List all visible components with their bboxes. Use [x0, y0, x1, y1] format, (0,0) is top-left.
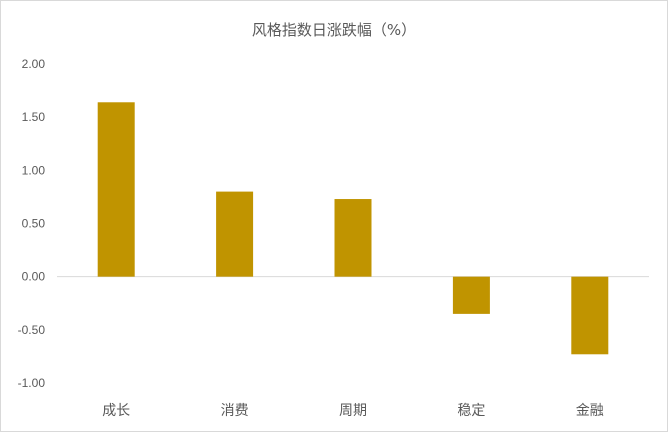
- bar-1: [97, 102, 135, 277]
- y-tick-label: 1.00: [22, 163, 46, 177]
- y-tick-label: 0.00: [22, 270, 46, 284]
- x-category-label: 成长: [102, 403, 130, 419]
- y-tick-label: -1.00: [18, 376, 46, 390]
- y-tick-label: 0.50: [22, 217, 46, 231]
- x-category-label: 周期: [339, 403, 367, 419]
- x-category-label: 稳定: [457, 403, 485, 419]
- chart-title: 风格指数日涨跌幅（%）: [251, 21, 417, 39]
- y-tick-label: 2.00: [22, 57, 46, 71]
- bar-5: [571, 276, 609, 355]
- x-category-label: 金融: [576, 403, 604, 419]
- bar-4: [452, 276, 490, 314]
- bar-2: [216, 191, 254, 277]
- y-tick-label: -0.50: [18, 323, 46, 337]
- y-tick-label: 1.50: [22, 110, 46, 124]
- x-category-label: 消费: [221, 403, 249, 419]
- bar-3: [334, 199, 372, 277]
